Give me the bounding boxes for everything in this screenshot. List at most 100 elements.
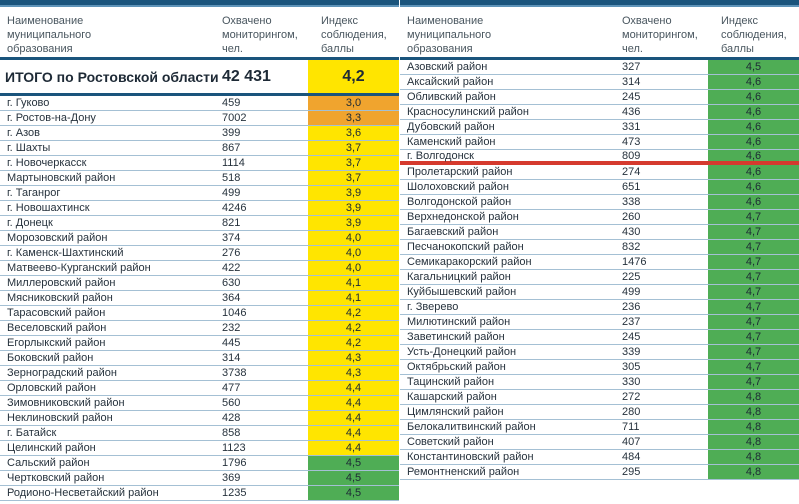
municipality-name-cell: Каменский район <box>407 136 496 148</box>
covered-count-cell: 459 <box>222 97 241 109</box>
table-row: Багаевский район 430 4,7 <box>400 225 799 240</box>
covered-count-cell: 3738 <box>222 367 247 379</box>
covered-count-cell: 1796 <box>222 457 247 469</box>
index-score-cell: 4,6 <box>708 120 799 134</box>
covered-count-cell: 274 <box>622 166 641 178</box>
index-score-cell: 4,7 <box>708 375 799 389</box>
column-header-municipality: Наименование муниципального образования <box>7 15 92 55</box>
municipality-name-cell: г. Зверево <box>407 301 459 313</box>
municipality-name-cell: Кагальницкий район <box>407 271 511 283</box>
index-score-cell: 4,8 <box>708 465 799 479</box>
covered-count-cell: 331 <box>622 121 641 133</box>
municipality-name-cell: Боковский район <box>7 352 94 364</box>
table-row: Мясниковский район 364 4,1 <box>0 291 399 306</box>
index-score-cell: 4,7 <box>708 345 799 359</box>
municipality-name-cell: Усть-Донецкий район <box>407 346 517 358</box>
municipality-name-cell: Обливский район <box>407 91 496 103</box>
index-score-cell: 4,7 <box>708 240 799 254</box>
municipality-name-cell: Ремонтненский район <box>407 466 520 478</box>
index-score-cell: 4,6 <box>708 150 799 162</box>
table-row: Волгодонской район 338 4,6 <box>400 195 799 210</box>
covered-count-cell: 364 <box>222 292 241 304</box>
table-row: Веселовский район 232 4,2 <box>0 321 399 336</box>
covered-count-cell: 1476 <box>622 256 647 268</box>
municipality-name-cell: г. Таганрог <box>7 187 61 199</box>
index-score-cell: 4,6 <box>708 135 799 149</box>
municipality-name-cell: г. Волгодонск <box>407 149 474 162</box>
covered-count-cell: 630 <box>222 277 241 289</box>
table-row: г. Гуково 459 3,0 <box>0 96 399 111</box>
covered-count-cell: 499 <box>622 286 641 298</box>
table-row: г. Новочеркасск 1114 3,7 <box>0 156 399 171</box>
covered-count-cell: 867 <box>222 142 241 154</box>
municipality-name-cell: Дубовский район <box>407 121 495 133</box>
table-row: Усть-Донецкий район 339 4,7 <box>400 345 799 360</box>
index-score-cell: 4,3 <box>308 366 399 380</box>
table-row: Морозовский район 374 4,0 <box>0 231 399 246</box>
municipality-name-cell: г. Новочеркасск <box>7 157 87 169</box>
index-score-cell: 4,1 <box>308 276 399 290</box>
table-row: Тацинский район 330 4,7 <box>400 375 799 390</box>
covered-count-cell: 339 <box>622 346 641 358</box>
table-row: Сальский район 1796 4,5 <box>0 456 399 471</box>
index-score-cell: 4,1 <box>308 291 399 305</box>
index-score-cell: 4,6 <box>708 105 799 119</box>
covered-count-cell: 314 <box>222 352 241 364</box>
covered-count-cell: 436 <box>622 106 641 118</box>
municipality-name-cell: Матвеево-Курганский район <box>7 262 151 274</box>
column-header-index: Индекс соблюдения, баллы <box>721 15 787 55</box>
table-row: Красносулинский район 436 4,6 <box>400 105 799 120</box>
table-row: Азовский район 327 4,5 <box>400 60 799 75</box>
table-row: г. Зверево 236 4,7 <box>400 300 799 315</box>
municipality-name-cell: Октябрьский район <box>407 361 506 373</box>
municipality-name-cell: Сальский район <box>7 457 90 469</box>
table-row: г. Азов 399 3,6 <box>0 126 399 141</box>
municipality-name-cell: г. Гуково <box>7 97 50 109</box>
column-header-municipality: Наименование муниципального образования <box>407 15 492 55</box>
covered-count-cell: 473 <box>622 136 641 148</box>
table-row: Заветинский район 245 4,7 <box>400 330 799 345</box>
table-row: г. Батайск 858 4,4 <box>0 426 399 441</box>
municipality-name-cell: Мясниковский район <box>7 292 113 304</box>
index-score-cell: 4,6 <box>708 90 799 104</box>
covered-count-cell: 1046 <box>222 307 247 319</box>
total-row-covered: 42 431 <box>222 67 271 85</box>
index-score-cell: 4,7 <box>708 315 799 329</box>
covered-count-cell: 407 <box>622 436 641 448</box>
covered-count-cell: 430 <box>622 226 641 238</box>
municipality-name-cell: Зерноградский район <box>7 367 117 379</box>
covered-count-cell: 245 <box>622 331 641 343</box>
municipality-name-cell: Куйбышевский район <box>407 286 517 298</box>
table-row: Дубовский район 331 4,6 <box>400 120 799 135</box>
covered-count-cell: 499 <box>222 187 241 199</box>
index-score-cell: 4,4 <box>308 396 399 410</box>
table-row: Орловский район 477 4,4 <box>0 381 399 396</box>
index-score-cell: 4,8 <box>708 435 799 449</box>
index-score-cell: 4,7 <box>708 300 799 314</box>
municipality-name-cell: Белокалитвинский район <box>407 421 536 433</box>
table-row: Целинский район 1123 4,4 <box>0 441 399 456</box>
covered-count-cell: 295 <box>622 466 641 478</box>
covered-count-cell: 832 <box>622 241 641 253</box>
municipality-name-cell: г. Батайск <box>7 427 57 439</box>
index-score-cell: 4,7 <box>708 330 799 344</box>
left-table: Наименование муниципального образования … <box>0 0 399 504</box>
table-row: Цимлянский район 280 4,8 <box>400 405 799 420</box>
column-header-covered: Охвачено мониторингом, чел. <box>222 15 298 55</box>
municipality-name-cell: Орловский район <box>7 382 96 394</box>
left-table-body: г. Гуково 459 3,0 г. Ростов-на-Дону 7002 3,3 г… <box>0 96 399 501</box>
covered-count-cell: 1114 <box>222 157 245 169</box>
column-header-covered: Охвачено мониторингом, чел. <box>622 15 698 55</box>
table-row: Родионо-Несветайский район 1235 4,5 <box>0 486 399 501</box>
municipality-name-cell: Тарасовский район <box>7 307 106 319</box>
table-row: Кагальницкий район 225 4,7 <box>400 270 799 285</box>
index-score-cell: 4,4 <box>308 411 399 425</box>
total-index-cell: 4,2 <box>308 60 399 93</box>
total-row-name: ИТОГО по Ростовской области <box>5 68 219 85</box>
index-score-cell: 3,7 <box>308 141 399 155</box>
municipality-name-cell: г. Азов <box>7 127 40 139</box>
index-score-cell: 4,6 <box>708 180 799 194</box>
covered-count-cell: 236 <box>622 301 641 313</box>
index-score-cell: 4,7 <box>708 285 799 299</box>
